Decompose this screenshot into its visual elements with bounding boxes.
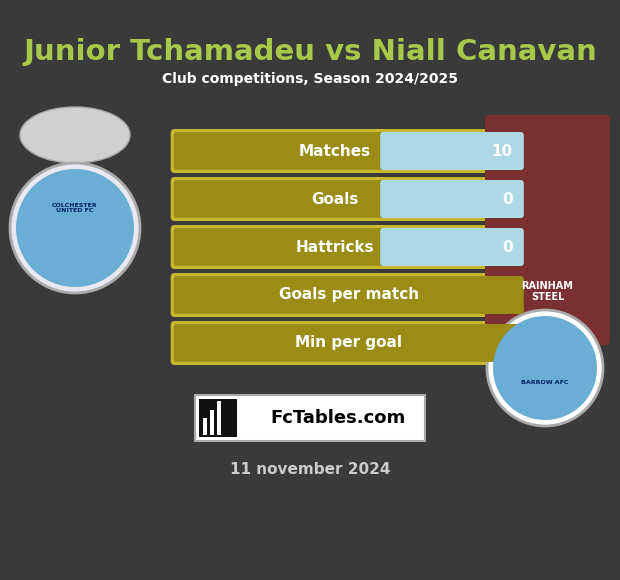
Text: Matches: Matches xyxy=(299,143,371,158)
FancyBboxPatch shape xyxy=(380,132,524,170)
Text: Junior Tchamadeu vs Niall Canavan: Junior Tchamadeu vs Niall Canavan xyxy=(23,38,597,66)
Text: 11 november 2024: 11 november 2024 xyxy=(230,462,390,477)
Text: Min per goal: Min per goal xyxy=(295,335,402,350)
FancyBboxPatch shape xyxy=(170,225,527,269)
FancyBboxPatch shape xyxy=(170,177,527,221)
FancyBboxPatch shape xyxy=(195,395,425,441)
Circle shape xyxy=(16,169,134,287)
Text: BARROW AFC: BARROW AFC xyxy=(521,380,569,386)
Text: RAINHAM
STEEL: RAINHAM STEEL xyxy=(521,281,574,302)
FancyBboxPatch shape xyxy=(174,228,386,266)
FancyBboxPatch shape xyxy=(170,273,527,317)
FancyBboxPatch shape xyxy=(380,180,524,218)
Text: COLCHESTER
UNITED FC: COLCHESTER UNITED FC xyxy=(52,202,98,213)
FancyBboxPatch shape xyxy=(170,129,527,173)
Circle shape xyxy=(487,310,603,426)
Text: FcTables.com: FcTables.com xyxy=(270,409,405,427)
Circle shape xyxy=(493,316,597,420)
FancyBboxPatch shape xyxy=(174,324,524,362)
Bar xyxy=(203,418,207,435)
Ellipse shape xyxy=(20,107,130,163)
FancyBboxPatch shape xyxy=(174,276,524,314)
Text: Hattricks: Hattricks xyxy=(296,240,374,255)
FancyBboxPatch shape xyxy=(174,132,386,170)
FancyBboxPatch shape xyxy=(380,228,524,266)
FancyBboxPatch shape xyxy=(485,115,610,345)
Bar xyxy=(217,401,221,435)
Text: 0: 0 xyxy=(502,191,513,206)
FancyBboxPatch shape xyxy=(199,399,237,437)
Circle shape xyxy=(10,163,140,293)
Text: 0: 0 xyxy=(502,240,513,255)
Text: Goals per match: Goals per match xyxy=(278,288,419,303)
Bar xyxy=(210,409,214,435)
Text: Goals: Goals xyxy=(311,191,359,206)
Text: 10: 10 xyxy=(492,143,513,158)
Text: Club competitions, Season 2024/2025: Club competitions, Season 2024/2025 xyxy=(162,72,458,86)
FancyBboxPatch shape xyxy=(174,180,386,218)
FancyBboxPatch shape xyxy=(170,321,527,365)
